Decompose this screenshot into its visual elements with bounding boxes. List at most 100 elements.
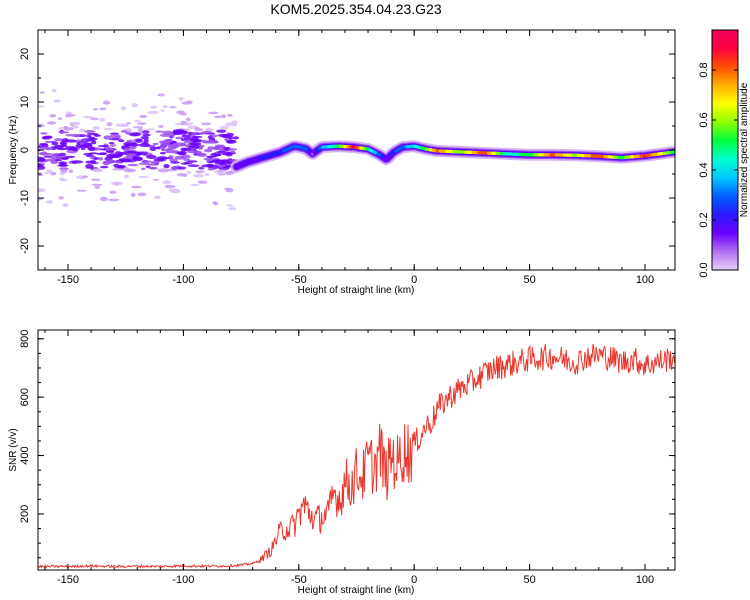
spectrogram-noise-blob	[183, 147, 192, 152]
spectrogram-noise-blob	[157, 168, 169, 173]
x-tick-label: -150	[57, 274, 79, 286]
spectrogram-noise-blob	[91, 168, 103, 173]
spectrogram-noise-blob	[43, 155, 53, 158]
spectrogram-noise-blob	[100, 165, 109, 169]
spectrogram-noise-blob	[181, 101, 193, 105]
x-tick-label: 0	[411, 574, 417, 586]
spectrogram-noise-blob	[231, 120, 238, 125]
spectrogram-noise-blob	[162, 130, 174, 135]
spectrogram-y-axis: -20 -10 0 10 20	[19, 29, 675, 271]
spectrogram-noise-blob	[108, 138, 120, 141]
y-tick-label: 600	[19, 388, 31, 406]
spectrogram-noise-blob	[197, 152, 207, 157]
spectrogram-noise-blob	[226, 204, 234, 207]
spectrogram-noise-blob	[91, 140, 97, 145]
x-tick-label: 50	[523, 574, 535, 586]
spectrogram-noise-blob	[157, 93, 165, 97]
y-tick-label: 800	[19, 330, 31, 348]
spectrogram-noise-blob	[169, 158, 178, 162]
spectrogram-noise-blob	[148, 166, 159, 170]
snr-frame	[37, 329, 676, 571]
spectrogram-noise-blob	[41, 143, 49, 148]
x-tick-label: -50	[291, 274, 307, 286]
colorbar-tick-label: 0.2	[698, 212, 710, 227]
x-tick-label: 50	[523, 274, 535, 286]
spectrogram-noise-blob	[202, 141, 212, 144]
spectrogram-noise-blob	[109, 144, 117, 147]
spectrogram-noise-blob	[115, 154, 123, 157]
spectrogram-noise-blob	[125, 122, 131, 125]
spectrogram-noise-blob	[115, 123, 128, 127]
spectrogram-noise-blob	[176, 166, 187, 170]
spectrogram-noise-blob	[141, 160, 152, 163]
spectrogram-noise-blob	[201, 164, 213, 168]
spectrogram-noise-blob	[133, 119, 142, 122]
spectrogram-noise-blob	[163, 163, 170, 169]
spectrogram-noise-blob	[76, 189, 87, 192]
spectrogram-noise-blob	[57, 117, 63, 121]
colorbar-ticks: 0.0 0.2 0.4 0.6 0.8	[698, 62, 738, 278]
spectrogram-noise-blob	[90, 117, 99, 121]
spectrogram-noise-blob	[214, 159, 226, 164]
colorbar-tick-label: 0.0	[698, 262, 710, 277]
spectrogram-noise-blob	[166, 147, 177, 150]
spectrogram-noise-blob	[97, 157, 104, 161]
spectrogram-noise-blob	[87, 146, 98, 151]
spectrogram-noise-blob	[168, 106, 177, 109]
spectrogram-noise-blob	[92, 157, 100, 160]
colorbar-tick-label: 0.4	[698, 162, 710, 177]
spectrogram-noise-blob	[47, 121, 57, 125]
spectrogram-noise-blob	[178, 96, 184, 101]
spectrogram-noise-blob	[103, 127, 114, 131]
colorbar-tick-label: 0.8	[698, 62, 710, 77]
spectrogram-noise-blob	[132, 126, 144, 129]
spectrogram-noise-blob	[137, 128, 144, 133]
spectrogram-noise-blob	[145, 165, 151, 168]
spectrogram-noise-blob	[175, 136, 184, 140]
spectrogram-noise-blob	[57, 127, 64, 130]
spectrogram-noise-blob	[207, 146, 215, 150]
spectrogram-noise-blob	[201, 130, 213, 134]
spectrogram-noise-blob	[62, 203, 69, 208]
spectrogram-noise-blob	[152, 178, 159, 181]
spectrogram-noise-blob	[117, 139, 125, 143]
spectrogram-noise-blob	[177, 130, 188, 133]
spectrogram-noise-blob	[207, 135, 213, 139]
spectrogram-noise-blob	[223, 187, 233, 190]
spectrogram-noise-blob	[137, 192, 147, 197]
spectrogram-noise-blob	[91, 183, 103, 186]
spectrogram-noise-blob	[220, 164, 227, 167]
x-tick-label: -50	[291, 574, 307, 586]
spectrogram-noise-blob	[127, 163, 139, 167]
spectrogram-noise-blob	[99, 148, 107, 151]
spectrogram-noise-blob	[224, 148, 229, 151]
spectrogram-noise-blob	[132, 155, 139, 160]
spectrogram-noise-blob	[56, 147, 68, 151]
y-tick-label: 10	[19, 96, 31, 108]
spectrogram-noise-blob	[80, 147, 86, 151]
spectrogram-noise-blob	[207, 167, 216, 171]
spectrogram-noise-blob	[85, 163, 94, 169]
spectrogram-noise-blob	[38, 123, 45, 128]
spectrogram-noise-blob	[112, 168, 124, 171]
spectrogram-noise-blob	[38, 159, 44, 162]
spectrogram-noise-blob	[143, 138, 149, 143]
spectrogram-noise-blob	[194, 126, 200, 130]
spectrogram-noise-blob	[51, 141, 59, 146]
spectrogram-noise-blob	[99, 107, 107, 111]
snr-x-label: Height of straight line (km)	[298, 585, 415, 596]
spectrogram-noise-blob	[186, 170, 192, 174]
spectrogram-noise-blob	[172, 166, 178, 171]
spectrogram-noise-blob	[212, 201, 218, 205]
spectrogram-noise-cloud	[38, 88, 243, 211]
spectrogram-noise-blob	[57, 131, 70, 134]
spectrogram-noise-blob	[188, 145, 200, 148]
spectrogram-noise-blob	[88, 136, 95, 140]
spectrogram-noise-blob	[201, 122, 212, 126]
spectrogram-noise-blob	[183, 158, 191, 161]
spectrogram-noise-blob	[214, 144, 223, 149]
spectrogram-noise-blob	[60, 169, 68, 173]
spectrogram-noise-blob	[216, 129, 227, 133]
spectrogram-noise-blob	[160, 141, 170, 147]
